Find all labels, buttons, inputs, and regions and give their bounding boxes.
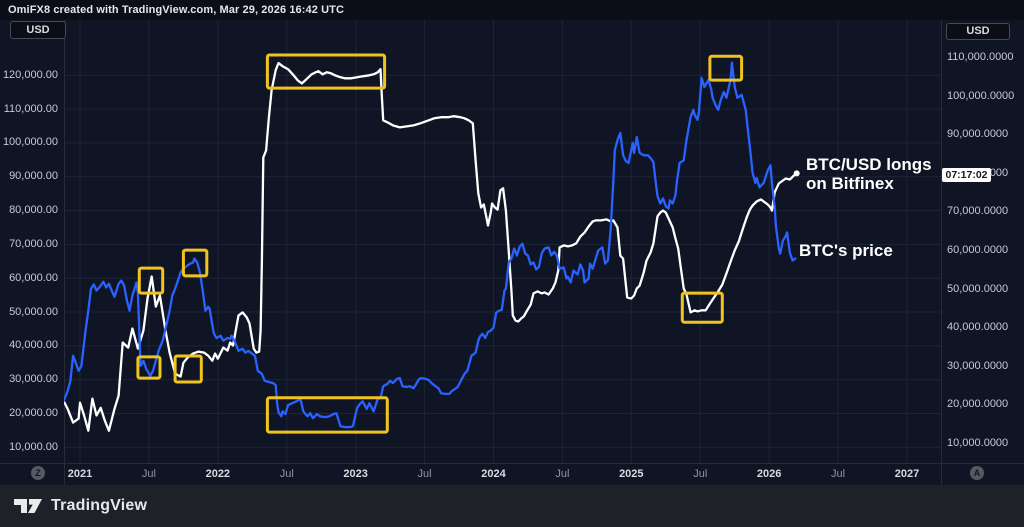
series-end-dot	[793, 170, 800, 177]
right-axis-tick-label: 20,000.0000	[947, 398, 1009, 411]
highlight-box[interactable]	[137, 266, 165, 295]
timezone-badge[interactable]: Z	[31, 466, 45, 480]
price-axis-right[interactable]: 110,000.0000100,000.000090,000.000080,00…	[941, 20, 1024, 463]
highlight-box[interactable]	[181, 248, 209, 278]
time-axis-tick-label: Jul	[279, 468, 294, 480]
tradingview-brand-text[interactable]: TradingView	[51, 497, 148, 514]
highlight-box[interactable]	[173, 354, 203, 384]
time-axis-tick-label: 2027	[894, 468, 920, 480]
left-axis-tick-label: 20,000.00	[9, 407, 58, 419]
left-axis-tick-label: 70,000.00	[9, 237, 58, 250]
longs-series-line[interactable]	[64, 61, 798, 432]
time-axis-tick-label: Jul	[555, 468, 570, 480]
time-axis-tick-label: 2021	[67, 468, 93, 480]
right-axis-tick-label: 100,000.0000	[947, 89, 1015, 102]
time-axis-tick-label: Jul	[141, 468, 156, 480]
tradingview-logo-icon[interactable]	[13, 495, 43, 517]
left-axis-tick-label: 50,000.00	[9, 305, 58, 318]
right-axis-tick-label: 10,000.0000	[947, 436, 1009, 449]
time-axis-tick-label: 2022	[205, 468, 231, 480]
right-axis-tick-label: 40,000.0000	[947, 321, 1009, 334]
bar-countdown-timer: 07:17:02	[942, 168, 991, 182]
right-axis-tick-label: 90,000.0000	[947, 128, 1009, 141]
left-axis-tick-label: 100,000.00	[2, 136, 58, 149]
auto-scale-badge[interactable]: A	[970, 466, 984, 480]
right-axis-tick-label: 50,000.0000	[947, 282, 1009, 295]
price-series-line[interactable]	[64, 61, 797, 429]
left-axis-tick-label: 40,000.00	[9, 339, 58, 352]
time-axis-tick-label: Jul	[831, 468, 846, 480]
left-axis-tick-label: 90,000.00	[9, 170, 58, 183]
left-axis-tick-label: 120,000.00	[2, 68, 58, 81]
left-axis-tick-label: 60,000.00	[9, 271, 58, 284]
right-axis-tick-label: 70,000.0000	[947, 205, 1009, 218]
time-axis-tick-label: 2026	[756, 468, 782, 480]
time-axis-tick-label: 2025	[619, 468, 644, 480]
left-axis-tick-label: 10,000.00	[9, 440, 58, 453]
highlight-box[interactable]	[265, 396, 389, 434]
price-axis-left[interactable]: 120,000.00 110,000.00 100,000.00 90,000.00 8…	[0, 20, 64, 463]
time-axis-tick-label: Jul	[693, 468, 708, 480]
right-axis-currency-button[interactable]: USD	[946, 23, 1010, 40]
highlight-box[interactable]	[708, 54, 744, 82]
left-axis-tick-label: 30,000.00	[9, 373, 58, 386]
attribution-text: OmiFX8 created with TradingView.com, Mar…	[0, 0, 1024, 20]
highlight-box[interactable]	[265, 53, 387, 90]
left-axis-tick-label: 80,000.00	[9, 204, 58, 217]
time-axis-tick-label: Jul	[417, 468, 432, 480]
footer-bar: TradingView	[0, 485, 1024, 527]
time-axis[interactable]: Z A 2021 Jul 2022 Jul 2023 Jul 2024 Jul 2025 Jul 2…	[0, 463, 1024, 485]
left-axis-tick-label: 110,000.00	[3, 102, 58, 115]
left-axis-currency-button[interactable]: USD	[10, 21, 66, 39]
right-axis-tick-label: 110,000.0000	[947, 51, 1014, 64]
right-axis-tick-label: 60,000.0000	[947, 244, 1009, 256]
series-text-label[interactable]: BTC's price	[799, 241, 893, 260]
series-text-label[interactable]: BTC/USD longs on Bitfinex	[806, 155, 932, 193]
time-axis-tick-label: 2023	[343, 468, 368, 480]
highlight-box[interactable]	[680, 291, 724, 324]
right-axis-tick-label: 30,000.0000	[947, 359, 1009, 372]
time-axis-tick-label: 2024	[481, 468, 506, 480]
highlight-box[interactable]	[136, 355, 162, 380]
